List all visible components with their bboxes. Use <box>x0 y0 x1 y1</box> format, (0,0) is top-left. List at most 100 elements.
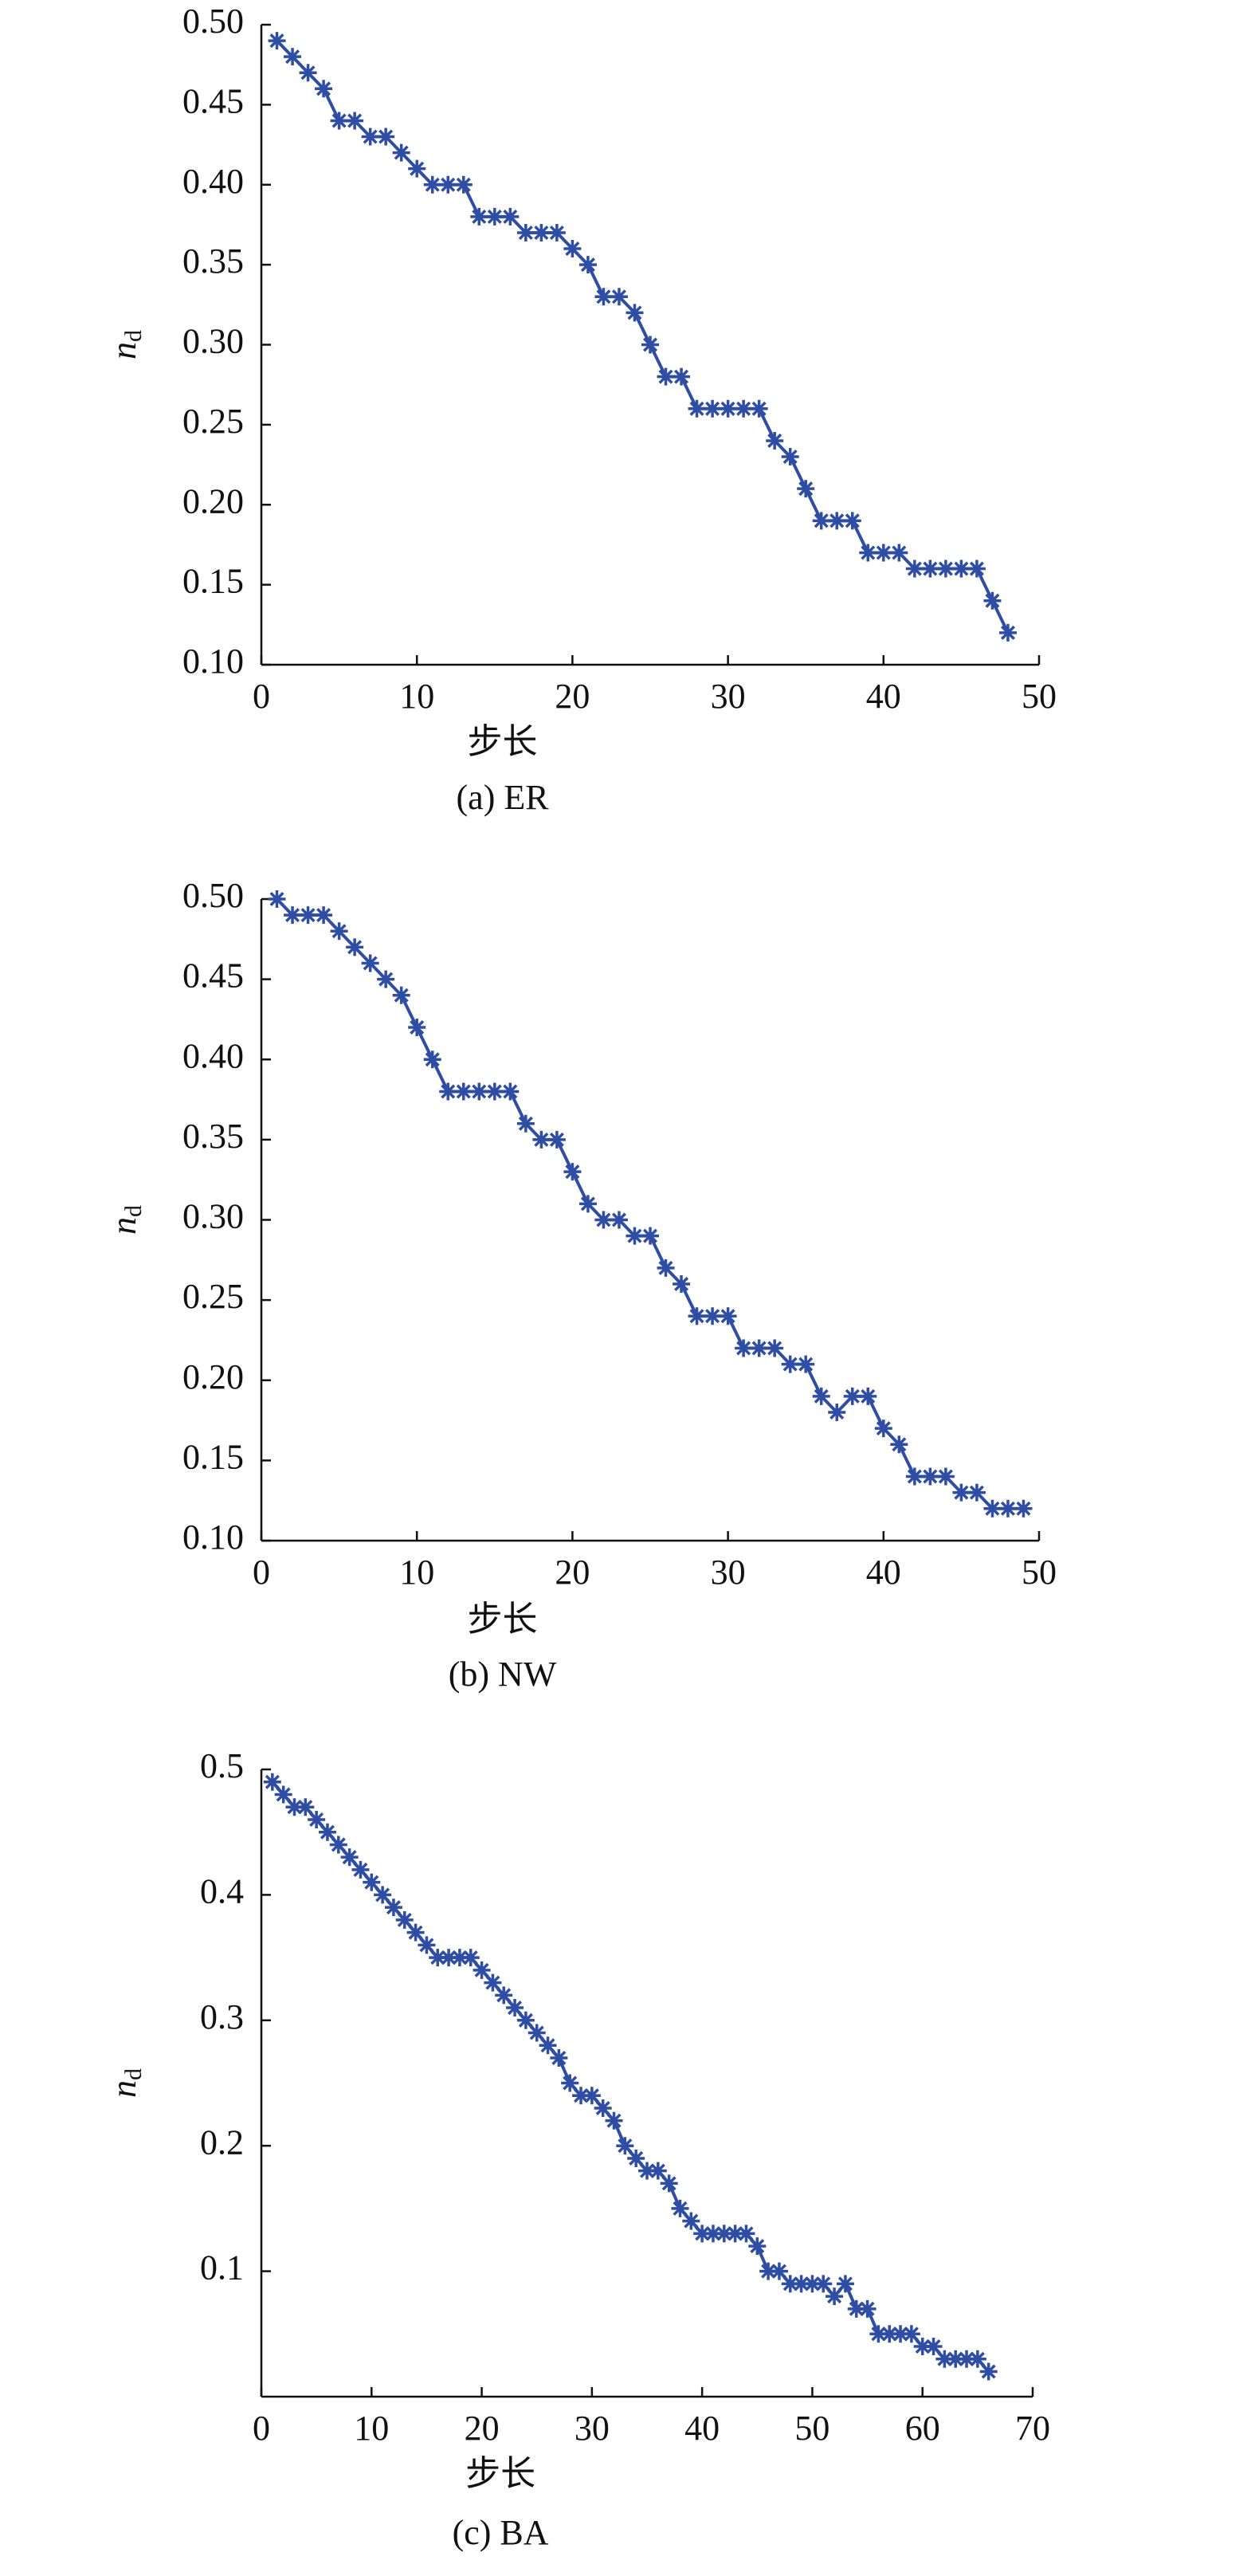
data-marker <box>516 1114 535 1133</box>
x-tick-label: 70 <box>1015 2409 1050 2448</box>
data-marker <box>998 1499 1017 1518</box>
data-marker <box>688 399 706 418</box>
data-marker <box>594 1211 613 1229</box>
chart: 0.10 0.15 0.20 0.25 0.30 0.35 0.40 0.45 0.50 0 10 2… <box>104 2 1057 817</box>
data-marker <box>715 2225 733 2243</box>
data-marker <box>660 2174 678 2193</box>
data-marker <box>905 1467 924 1486</box>
caption: (a) ER <box>457 778 550 817</box>
data-marker <box>657 1259 675 1277</box>
data-marker <box>315 906 333 925</box>
x-tick-label: 10 <box>354 2409 389 2448</box>
data-marker <box>329 1836 347 1854</box>
y-tick-label: 0.20 <box>182 1357 244 1396</box>
x-axis-label: 步长 <box>465 2454 535 2493</box>
data-marker <box>285 1798 304 1816</box>
y-label-main: n <box>104 1217 143 1235</box>
y-tick-label: 0.5 <box>200 1746 244 1785</box>
data-marker <box>869 2325 888 2343</box>
x-tick-label: 40 <box>866 1553 901 1592</box>
data-marker <box>726 2225 744 2243</box>
data-marker <box>429 1949 447 1967</box>
data-marker <box>890 1435 908 1454</box>
data-marker <box>610 288 628 306</box>
data-marker <box>649 2162 667 2180</box>
data-marker <box>735 399 753 418</box>
data-marker <box>814 2275 833 2293</box>
x-tick-label: 50 <box>1022 1553 1057 1592</box>
x-axis-label: 步长 <box>468 722 538 761</box>
data-marker <box>485 1082 504 1101</box>
data-marker <box>952 560 971 578</box>
chart: 0.10 0.15 0.20 0.25 0.30 0.35 0.40 0.45 0.50 0 10 2… <box>104 876 1057 1694</box>
data-marker <box>967 560 986 578</box>
data-marker <box>384 1899 402 1917</box>
data-marker <box>439 175 457 194</box>
data-marker <box>346 938 364 956</box>
data-marker <box>418 1936 436 1954</box>
data-marker <box>539 2036 557 2055</box>
data-marker <box>843 512 861 530</box>
data-marker <box>983 1499 1002 1518</box>
data-marker <box>516 2011 535 2029</box>
data-marker <box>858 2299 877 2318</box>
data-marker <box>423 175 441 194</box>
data-marker <box>874 1420 892 1438</box>
y-tick-label: 0.35 <box>182 242 244 281</box>
data-marker <box>874 544 892 562</box>
data-marker <box>671 2199 689 2217</box>
data-marker <box>423 1050 441 1069</box>
data-marker <box>454 175 473 194</box>
y-label-main: n <box>104 342 143 359</box>
y-tick-label: 0.30 <box>182 322 244 361</box>
y-tick-label: 0.45 <box>182 81 244 120</box>
chart: 0.1 0.2 0.3 0.4 0.5 0 10 20 30 40 50 60 70 步长 (c) BA nd <box>104 1746 1050 2552</box>
data-marker <box>626 1227 644 1245</box>
x-tick-label: 0 <box>253 1553 270 1592</box>
y-label-sub: d <box>120 330 147 342</box>
data-marker <box>828 512 846 530</box>
data-marker <box>803 2275 822 2293</box>
data-marker <box>719 1307 737 1325</box>
caption: (b) NW <box>449 1655 557 1694</box>
data-marker <box>913 2338 931 2356</box>
y-tick-label: 0.45 <box>182 956 244 995</box>
data-marker <box>836 2275 854 2293</box>
data-marker <box>792 2275 810 2293</box>
data-marker <box>859 1387 877 1405</box>
data-marker <box>688 1307 706 1325</box>
data-marker <box>408 1019 426 1036</box>
data-marker <box>719 399 737 418</box>
data-marker <box>673 367 691 386</box>
data-marker <box>572 2087 590 2105</box>
data-marker <box>495 1986 513 2005</box>
data-marker <box>921 560 939 578</box>
y-axis-label: nd <box>104 1205 147 1235</box>
data-marker <box>315 80 333 98</box>
data-marker <box>532 223 551 242</box>
y-tick-label: 0.15 <box>182 562 244 601</box>
y-tick-label: 0.30 <box>182 1197 244 1236</box>
data-marker <box>406 1923 425 1942</box>
x-tick-label: 40 <box>684 2409 720 2448</box>
data-marker <box>284 48 302 66</box>
data-marker <box>812 1387 830 1405</box>
data-marker <box>826 2287 844 2306</box>
data-marker <box>748 2237 767 2256</box>
x-tick-label: 50 <box>794 2409 829 2448</box>
x-tick-label: 20 <box>555 1553 590 1592</box>
data-marker <box>936 560 955 578</box>
data-marker <box>330 922 348 940</box>
y-label-sub: d <box>120 1205 147 1217</box>
y-tick-label: 0.25 <box>182 402 244 441</box>
data-marker <box>561 2074 579 2092</box>
data-marker <box>759 2262 778 2280</box>
data-marker <box>979 2362 998 2381</box>
x-tick-label: 20 <box>555 677 590 716</box>
data-marker <box>361 954 379 972</box>
data-marker <box>351 1860 370 1879</box>
data-marker <box>296 1798 315 1816</box>
data-marker <box>905 560 924 578</box>
y-axis-label: nd <box>104 330 147 359</box>
